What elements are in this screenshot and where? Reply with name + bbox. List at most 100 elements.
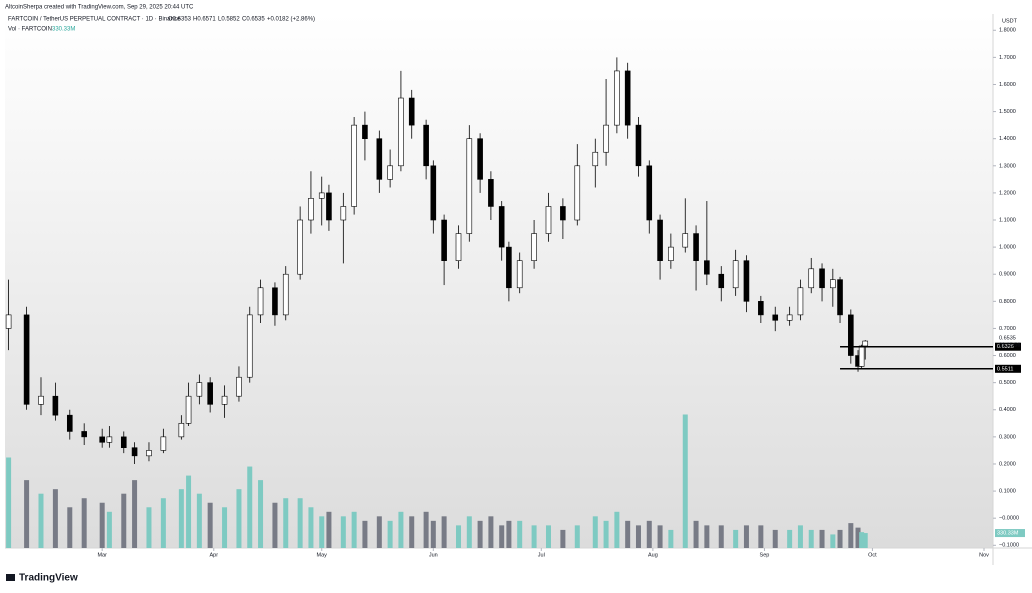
price-level-tag (995, 364, 1021, 373)
logo-mark (6, 574, 15, 581)
candle-body (221, 395, 228, 405)
volume-bar (52, 489, 58, 548)
y-tick-label: 0.3000 (999, 434, 1016, 440)
volume-bar (351, 511, 357, 548)
volume-bar (603, 520, 609, 548)
candle-body (196, 382, 203, 397)
volume-bar (387, 520, 393, 548)
volume-bar (207, 502, 213, 548)
y-tick-label: 0.1000 (999, 489, 1016, 495)
volume-bar (830, 534, 836, 548)
y-tick-label: 0.9000 (999, 272, 1016, 278)
volume-bar (862, 533, 868, 548)
candle-body (5, 314, 12, 329)
volume-tag (995, 529, 1025, 538)
ohlc-close: C0.6535 (242, 17, 265, 23)
y-tick-label: −0.0000 (999, 516, 1019, 522)
candle-body (120, 436, 127, 449)
volume-bar (326, 511, 332, 548)
candle-body (408, 97, 415, 126)
candle-body (282, 273, 289, 316)
volume-bar (772, 529, 778, 548)
volume-bar (308, 507, 314, 548)
candle-body (624, 70, 631, 126)
candle-body (693, 233, 699, 261)
candle-body (848, 314, 854, 356)
volume-bar (121, 493, 127, 548)
volume-bar (859, 532, 865, 548)
volume-bar (6, 457, 12, 548)
candle-body (837, 279, 843, 316)
candle-body (646, 165, 653, 221)
volume-bar (797, 525, 803, 548)
volume-bar (258, 480, 264, 548)
volume-bar (614, 511, 620, 548)
candle-body (131, 447, 138, 457)
price-level-tag (995, 342, 1021, 351)
candle-body (732, 260, 739, 289)
byline: AltcoinSherpa created with TradingView.c… (5, 5, 194, 11)
volume-bar (574, 525, 580, 548)
candle-body (236, 376, 242, 397)
candles (5, 57, 869, 464)
logo: TradingView (6, 573, 78, 584)
volume-label: Vol · FARTCOIN (8, 27, 52, 33)
candle-body (704, 260, 710, 275)
candle-body (351, 124, 357, 207)
y-tick-label: −0.1000 (999, 543, 1019, 549)
volume-bar (506, 520, 512, 548)
candle-body (387, 165, 393, 180)
candle-body (466, 138, 473, 234)
plot-area (5, 14, 993, 548)
candle-body (318, 192, 325, 199)
volume-value: 330.33M (52, 27, 75, 33)
volume-bar (272, 502, 278, 548)
volume-bar (362, 520, 368, 548)
y-tick-label: 1.6000 (999, 82, 1016, 88)
candle-body (297, 219, 303, 275)
volume-bar (808, 529, 814, 548)
candle-body (441, 219, 447, 261)
candle-body (376, 138, 383, 180)
volume-bar (517, 520, 523, 548)
x-tick-label: Jul (538, 552, 545, 558)
candle-body (308, 198, 314, 221)
volume-bar (758, 525, 764, 548)
volume-bar (409, 516, 415, 548)
volume-bar (592, 516, 598, 548)
candle-body (257, 287, 264, 316)
y-tick-label: 1.8000 (999, 28, 1016, 34)
volume-bar (646, 520, 652, 548)
volume-bar (682, 414, 688, 548)
volume-bar (488, 516, 494, 548)
last-price-label: 0.6535 (999, 335, 1016, 341)
candle-body (81, 431, 87, 438)
volume-bar (186, 475, 192, 548)
y-tick-label: 1.2000 (999, 190, 1016, 196)
y-tick-label: 0.8000 (999, 299, 1016, 305)
candle-body (819, 268, 825, 289)
volume-bar (146, 507, 152, 548)
candle-body (560, 206, 566, 221)
candle-body (38, 395, 44, 405)
candle-body (423, 124, 429, 167)
volume-bar (38, 493, 44, 548)
candle-body (797, 287, 804, 316)
x-tick-label: Aug (648, 552, 658, 558)
candle-body (23, 314, 30, 405)
candle-body (207, 382, 213, 405)
y-tick-label: 0.5000 (999, 380, 1016, 386)
candle-body (99, 436, 105, 443)
candle-body (808, 268, 815, 289)
countdown: 01:15:56 (999, 342, 1020, 348)
volume-bar (340, 516, 346, 548)
candle-body (574, 165, 581, 221)
candle-body (682, 233, 689, 248)
candle-body (146, 450, 152, 457)
volume-bar (657, 525, 663, 548)
candle-body (545, 206, 552, 234)
volume-bar (376, 516, 382, 548)
volume-bar (733, 529, 739, 548)
y-tick-label: 1.1000 (999, 217, 1016, 223)
